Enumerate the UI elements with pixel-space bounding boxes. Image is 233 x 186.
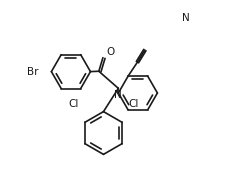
- Text: Cl: Cl: [129, 99, 139, 109]
- Text: Cl: Cl: [68, 99, 78, 109]
- Text: N: N: [182, 13, 190, 23]
- Text: O: O: [106, 47, 115, 57]
- Text: N: N: [114, 90, 121, 100]
- Text: Br: Br: [27, 67, 38, 77]
